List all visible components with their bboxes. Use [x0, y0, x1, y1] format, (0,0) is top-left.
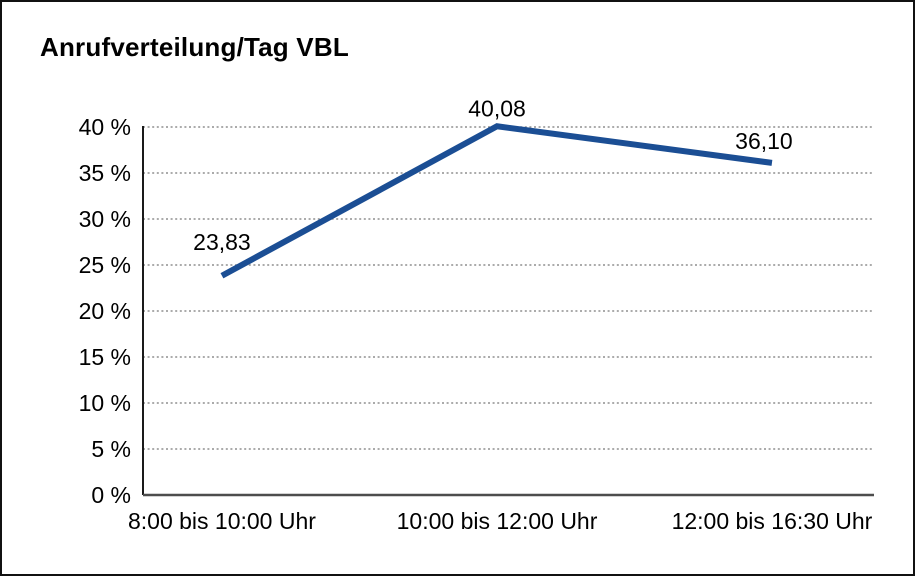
y-tick-label: 0 % — [91, 482, 131, 508]
y-tick-label: 30 % — [79, 206, 131, 232]
y-tick-label: 25 % — [79, 252, 131, 278]
data-label: 40,08 — [468, 95, 526, 121]
y-tick-label: 20 % — [79, 298, 131, 324]
x-tick-label: 10:00 bis 12:00 Uhr — [397, 508, 598, 534]
data-label: 23,83 — [193, 229, 251, 255]
x-tick-label: 12:00 bis 16:30 Uhr — [672, 508, 873, 534]
y-tick-label: 10 % — [79, 390, 131, 416]
y-tick-label: 35 % — [79, 160, 131, 186]
y-tick-label: 15 % — [79, 344, 131, 370]
series-line — [220, 123, 773, 279]
data-label: 36,10 — [735, 128, 793, 154]
x-tick-label: 8:00 bis 10:00 Uhr — [128, 508, 316, 534]
chart-title: Anrufverteilung/Tag VBL — [40, 32, 349, 62]
y-tick-label: 40 % — [79, 114, 131, 140]
y-tick-label: 5 % — [91, 436, 131, 462]
